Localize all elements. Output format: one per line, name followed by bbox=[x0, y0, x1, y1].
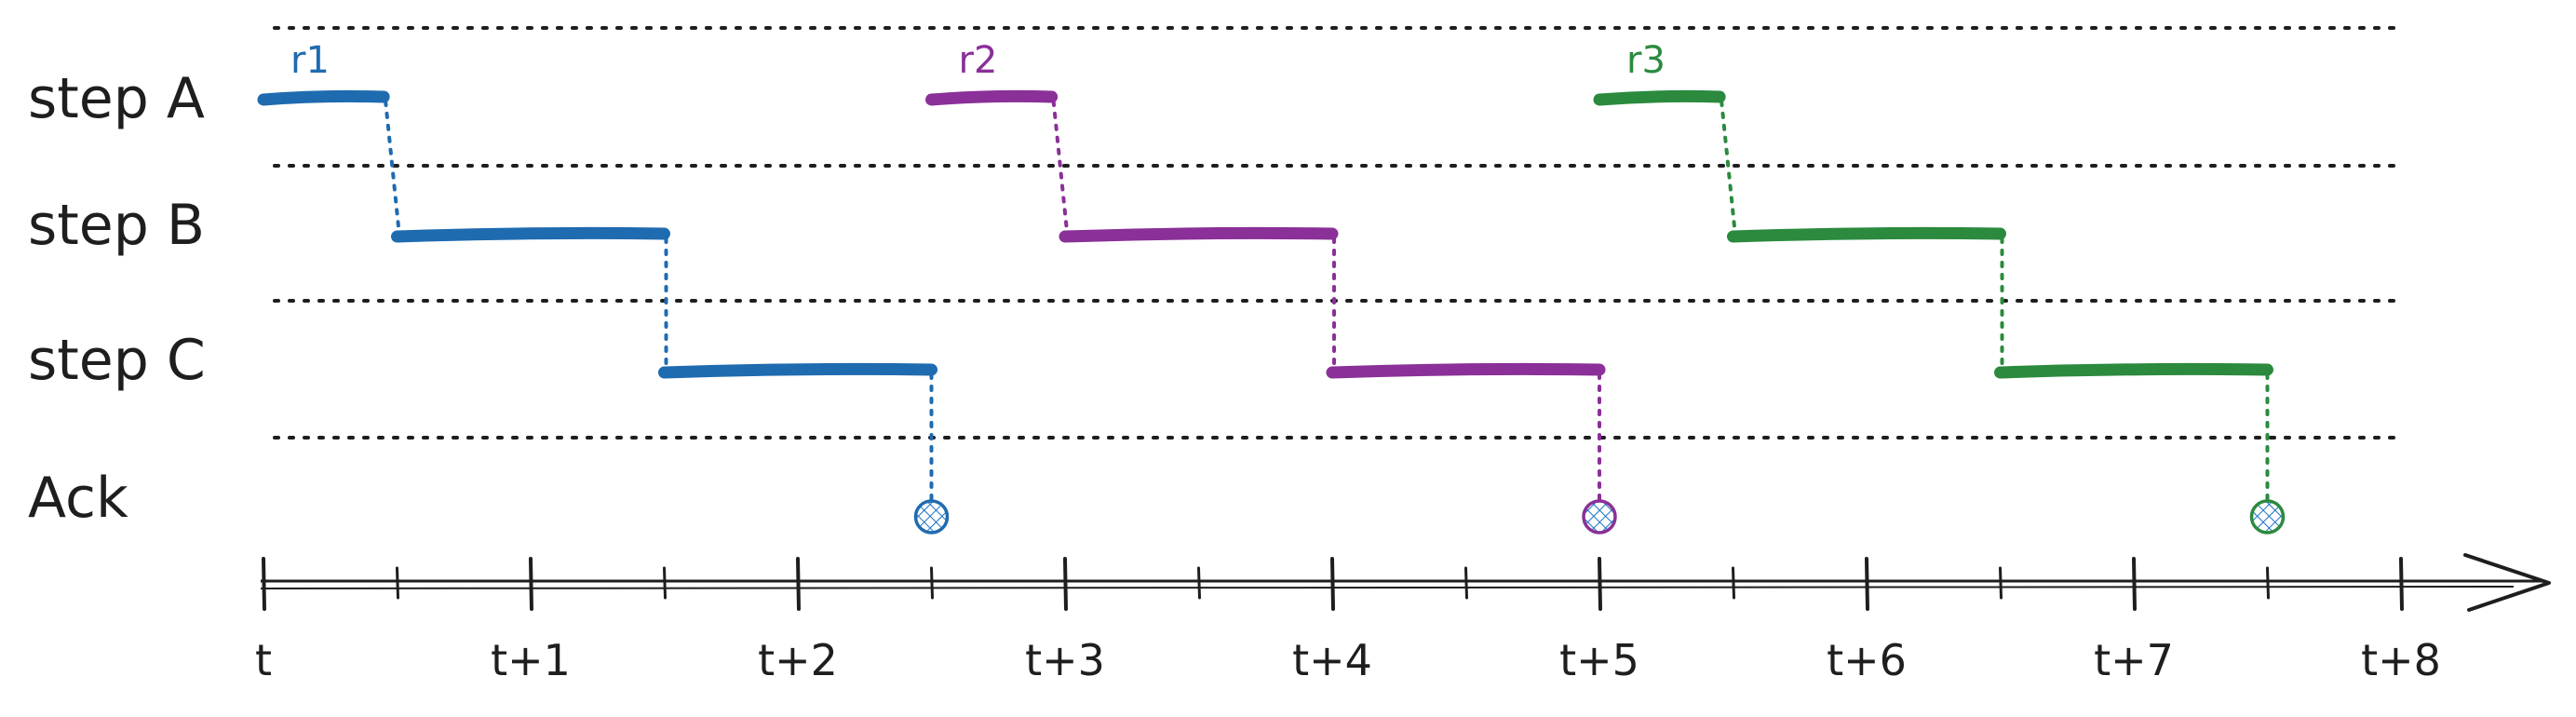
step-bar-c bbox=[1326, 362, 1606, 379]
ack-marker bbox=[1582, 499, 1617, 534]
step-bar-b bbox=[391, 226, 670, 243]
axis-major-tick bbox=[2399, 557, 2404, 611]
axis-tick-label: t+7 bbox=[2094, 635, 2174, 685]
step-bar-c bbox=[1994, 362, 2273, 379]
axis-minor-tick bbox=[1732, 566, 1735, 600]
request-r1: r1 bbox=[257, 39, 950, 534]
time-axis: t t+1 t+2 t+3 t+4 t+5 t+6 t+7 t+8 bbox=[255, 553, 2551, 685]
axis-major-tick bbox=[1598, 557, 1602, 611]
axis-tick-labels: t t+1 t+2 t+3 t+4 t+5 t+6 t+7 t+8 bbox=[255, 635, 2441, 685]
step-bar-a bbox=[257, 89, 390, 106]
ack-marker bbox=[2249, 499, 2286, 534]
row-label-step-b: step B bbox=[28, 193, 205, 258]
request-label: r1 bbox=[290, 39, 330, 82]
request-r2: r2 bbox=[925, 39, 1617, 534]
step-bar-b bbox=[1727, 226, 2006, 243]
axis-tick-label: t+8 bbox=[2361, 635, 2441, 685]
axis-minor-tick bbox=[1197, 566, 1201, 600]
axis-line-shadow bbox=[260, 586, 2515, 589]
axis-tick-label: t+2 bbox=[758, 635, 838, 685]
axis-major-tick bbox=[796, 557, 801, 611]
row-label-ack: Ack bbox=[28, 466, 128, 531]
axis-tick-label: t+6 bbox=[1827, 635, 1907, 685]
step-bar-b bbox=[1059, 226, 1339, 243]
step-connector bbox=[1051, 100, 1069, 233]
axis-tick-label: t+4 bbox=[1292, 635, 1372, 685]
axis-minor-tick bbox=[1464, 566, 1468, 600]
axis-major-tick bbox=[1330, 557, 1335, 611]
axis-tick-label: t+3 bbox=[1025, 635, 1105, 685]
step-bar-c bbox=[658, 362, 937, 379]
request-r3: r3 bbox=[1593, 39, 2286, 534]
row-label-step-a: step A bbox=[28, 66, 205, 131]
axis-major-tick bbox=[1865, 557, 1869, 611]
axis-minor-tick bbox=[663, 566, 667, 600]
axis-arrowhead bbox=[2463, 553, 2551, 612]
ack-marker bbox=[913, 499, 950, 534]
axis-major-tick bbox=[262, 557, 266, 611]
row-label-step-c: step C bbox=[28, 328, 206, 393]
axis-tick-label: t+5 bbox=[1559, 635, 1639, 685]
requests: r1 r2 r3 bbox=[257, 39, 2286, 534]
request-label: r3 bbox=[1626, 39, 1666, 82]
row-labels: step A step B step C Ack bbox=[28, 66, 206, 531]
step-bar-a bbox=[925, 89, 1059, 106]
axis-tick-label: t+1 bbox=[491, 635, 571, 685]
step-connector bbox=[384, 100, 401, 233]
step-connector bbox=[1720, 100, 1737, 233]
axis-minor-tick bbox=[930, 566, 934, 600]
axis-ticks bbox=[262, 557, 2404, 611]
axis-major-tick bbox=[1063, 557, 1068, 611]
request-label: r2 bbox=[959, 39, 998, 82]
axis-major-tick bbox=[529, 557, 533, 611]
axis-major-tick bbox=[2132, 557, 2137, 611]
axis-tick-label: t bbox=[255, 635, 272, 685]
axis-minor-tick bbox=[1999, 566, 2003, 600]
step-bar-a bbox=[1593, 89, 1726, 106]
axis-minor-tick bbox=[2266, 566, 2270, 600]
